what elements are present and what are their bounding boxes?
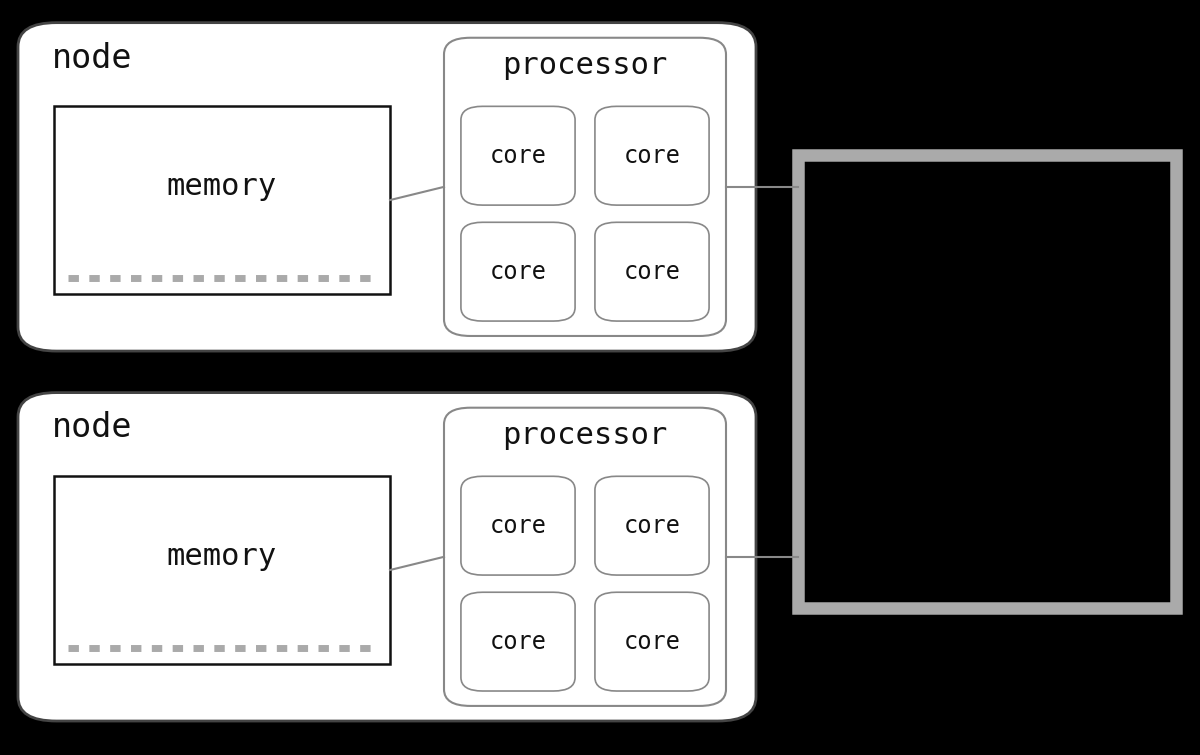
Text: core: core xyxy=(624,143,680,168)
FancyBboxPatch shape xyxy=(461,106,575,205)
FancyBboxPatch shape xyxy=(444,408,726,706)
FancyBboxPatch shape xyxy=(54,106,390,294)
Text: core: core xyxy=(624,260,680,284)
FancyBboxPatch shape xyxy=(54,476,390,664)
Text: core: core xyxy=(490,513,546,538)
FancyBboxPatch shape xyxy=(461,222,575,321)
FancyBboxPatch shape xyxy=(798,155,1176,608)
FancyBboxPatch shape xyxy=(595,106,709,205)
FancyBboxPatch shape xyxy=(461,476,575,575)
FancyBboxPatch shape xyxy=(595,222,709,321)
FancyBboxPatch shape xyxy=(461,592,575,691)
Text: processor: processor xyxy=(503,421,667,450)
FancyBboxPatch shape xyxy=(18,393,756,721)
Text: node: node xyxy=(52,42,132,75)
Text: core: core xyxy=(490,260,546,284)
FancyBboxPatch shape xyxy=(595,592,709,691)
Text: processor: processor xyxy=(503,51,667,80)
Text: core: core xyxy=(624,513,680,538)
Text: memory: memory xyxy=(167,542,277,571)
FancyBboxPatch shape xyxy=(444,38,726,336)
Text: core: core xyxy=(490,143,546,168)
FancyBboxPatch shape xyxy=(595,476,709,575)
Text: core: core xyxy=(490,630,546,654)
Text: core: core xyxy=(624,630,680,654)
FancyBboxPatch shape xyxy=(18,23,756,351)
Text: node: node xyxy=(52,411,132,445)
Text: memory: memory xyxy=(167,172,277,201)
